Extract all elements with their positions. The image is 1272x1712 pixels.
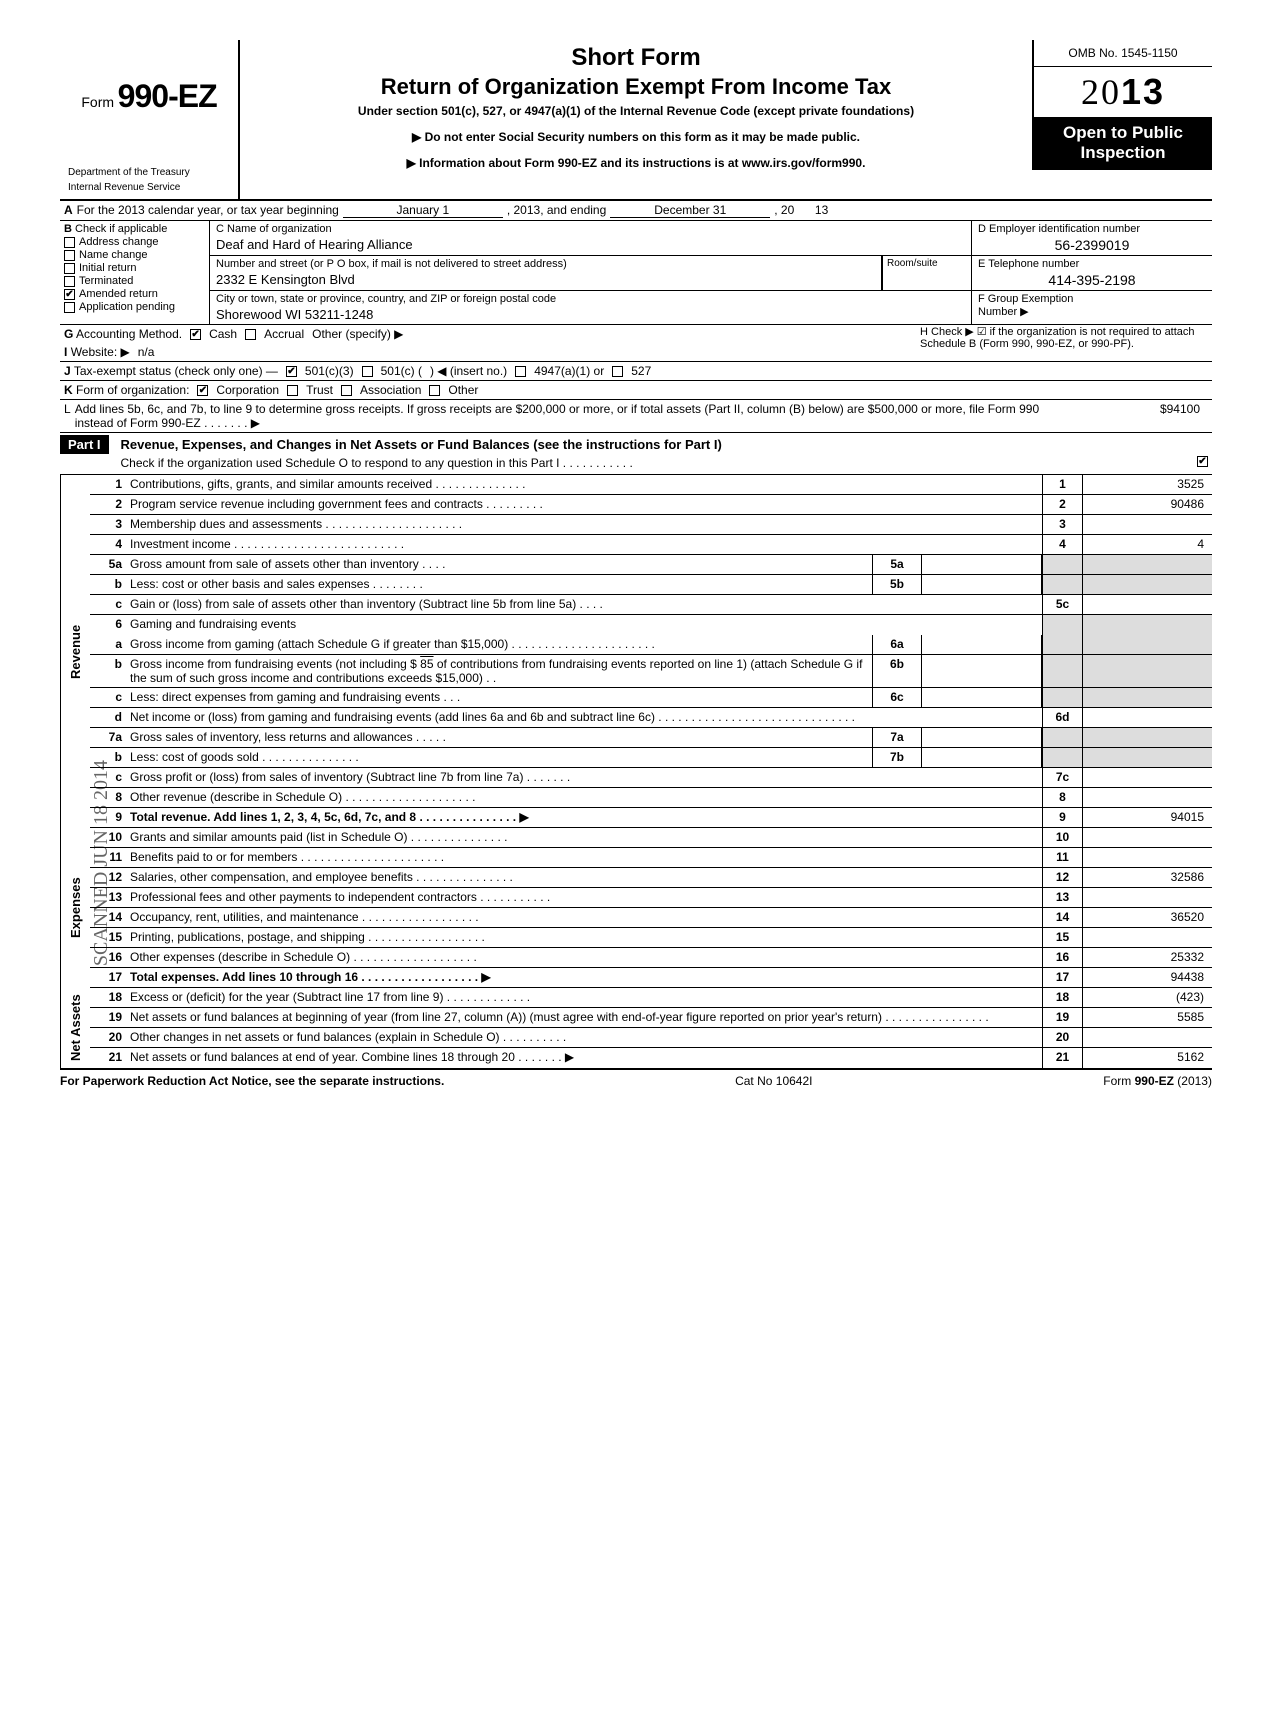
title-section: Under section 501(c), 527, or 4947(a)(1)… — [248, 104, 1024, 118]
phone-cell: E Telephone number 414-395-2198 — [972, 256, 1212, 290]
chk-501c3[interactable]: ✔ — [286, 366, 297, 377]
website-value: n/a — [138, 345, 155, 359]
title-arrow2: ▶ Information about Form 990-EZ and its … — [248, 156, 1024, 170]
org-address: 2332 E Kensington Blvd — [216, 270, 875, 287]
expenses-label: Expenses — [60, 828, 90, 988]
line19-val: 5585 — [1082, 1008, 1212, 1027]
title-arrow1: ▶ Do not enter Social Security numbers o… — [248, 130, 1024, 144]
col-cde: C Name of organization Deaf and Hard of … — [210, 221, 1212, 324]
row-g-h: G Accounting Method. ✔Cash Accrual Other… — [60, 325, 1212, 361]
chk-terminated[interactable]: Terminated — [64, 275, 205, 287]
chk-cash[interactable]: ✔ — [190, 329, 201, 340]
ein-cell: D Employer identification number 56-2399… — [972, 221, 1212, 255]
section-bcdef: B Check if applicable Address change Nam… — [60, 221, 1212, 325]
chk-other-org[interactable] — [429, 385, 440, 396]
line14-val: 36520 — [1082, 908, 1212, 927]
line1-val: 3525 — [1082, 475, 1212, 494]
chk-trust[interactable] — [287, 385, 298, 396]
footer-right: Form 990-EZ (2013) — [1103, 1074, 1212, 1088]
chk-501c[interactable] — [362, 366, 373, 377]
phone-value: 414-395-2198 — [978, 270, 1206, 288]
dept-treasury: Department of the Treasury — [64, 165, 234, 180]
row-l: L Add lines 5b, 6c, and 7b, to line 9 to… — [60, 400, 1212, 433]
chk-schedule-o[interactable]: ✔ — [1197, 456, 1208, 467]
revenue-label: Revenue — [60, 475, 90, 828]
chk-corp[interactable]: ✔ — [197, 385, 208, 396]
line2-val: 90486 — [1082, 495, 1212, 514]
part1-label: Part I — [60, 435, 109, 454]
scanned-stamp: SCANNED JUN 18 2014 — [90, 760, 113, 966]
chk-initial-return[interactable]: Initial return — [64, 262, 205, 274]
netassets-label: Net Assets — [60, 988, 90, 1068]
row-h: H Check ▶ ☑ if the organization is not r… — [912, 325, 1212, 361]
chk-name-change[interactable]: Name change — [64, 249, 205, 261]
part1-header: Part I Revenue, Expenses, and Changes in… — [60, 433, 1212, 475]
title-sub: Return of Organization Exempt From Incom… — [248, 74, 1024, 100]
open-public: Open to Public Inspection — [1034, 117, 1212, 170]
form-prefix: Form — [81, 94, 114, 110]
chk-4947[interactable] — [515, 366, 526, 377]
chk-address-change[interactable]: Address change — [64, 236, 205, 248]
room-suite: Room/suite — [882, 256, 972, 290]
title-main: Short Form — [248, 44, 1024, 72]
col-b: B Check if applicable Address change Nam… — [60, 221, 210, 324]
org-name: Deaf and Hard of Hearing Alliance — [216, 235, 965, 252]
part1-title: Revenue, Expenses, and Changes in Net As… — [117, 435, 1212, 454]
chk-amended-return[interactable]: ✔Amended return — [64, 288, 205, 300]
form-container: Form 990-EZ Department of the Treasury I… — [60, 40, 1212, 1088]
expenses-section: Expenses 10Grants and similar amounts pa… — [60, 828, 1212, 988]
chk-application-pending[interactable]: Application pending — [64, 301, 205, 313]
revenue-section: Revenue 1Contributions, gifts, grants, a… — [60, 475, 1212, 828]
footer-mid: Cat No 10642I — [735, 1074, 812, 1088]
dept-irs: Internal Revenue Service — [64, 180, 234, 195]
line12-val: 32586 — [1082, 868, 1212, 887]
omb-number: OMB No. 1545-1150 — [1034, 40, 1212, 67]
chk-527[interactable] — [612, 366, 623, 377]
line17-val: 94438 — [1082, 968, 1212, 987]
row-k: K Form of organization: ✔Corporation Tru… — [60, 381, 1212, 400]
group-exemption: F Group Exemption Number ▶ — [972, 291, 1212, 324]
row-a: A For the 2013 calendar year, or tax yea… — [60, 201, 1212, 221]
chk-accrual[interactable] — [245, 329, 256, 340]
line9-val: 94015 — [1082, 808, 1212, 827]
ein-value: 56-2399019 — [978, 235, 1206, 253]
chk-assoc[interactable] — [341, 385, 352, 396]
org-name-cell: C Name of organization Deaf and Hard of … — [210, 221, 972, 255]
form-number: 990-EZ — [118, 78, 217, 114]
line18-val: (423) — [1082, 988, 1212, 1007]
netassets-section: Net Assets 18Excess or (deficit) for the… — [60, 988, 1212, 1070]
line3-val — [1082, 515, 1212, 534]
line4-val: 4 — [1082, 535, 1212, 554]
gross-receipts: 94100 — [1167, 402, 1200, 416]
org-city: Shorewood WI 53211-1248 — [216, 305, 965, 322]
title-box: Short Form Return of Organization Exempt… — [240, 40, 1032, 174]
footer-left: For Paperwork Reduction Act Notice, see … — [60, 1074, 444, 1088]
tax-year: 2013 — [1034, 67, 1212, 117]
footer: For Paperwork Reduction Act Notice, see … — [60, 1070, 1212, 1088]
row-j: J Tax-exempt status (check only one) — ✔… — [60, 361, 1212, 381]
header-row: Form 990-EZ Department of the Treasury I… — [60, 40, 1212, 201]
line16-val: 25332 — [1082, 948, 1212, 967]
line21-val: 5162 — [1082, 1048, 1212, 1068]
year-box: OMB No. 1545-1150 2013 Open to Public In… — [1032, 40, 1212, 170]
form-box: Form 990-EZ Department of the Treasury I… — [60, 40, 240, 199]
